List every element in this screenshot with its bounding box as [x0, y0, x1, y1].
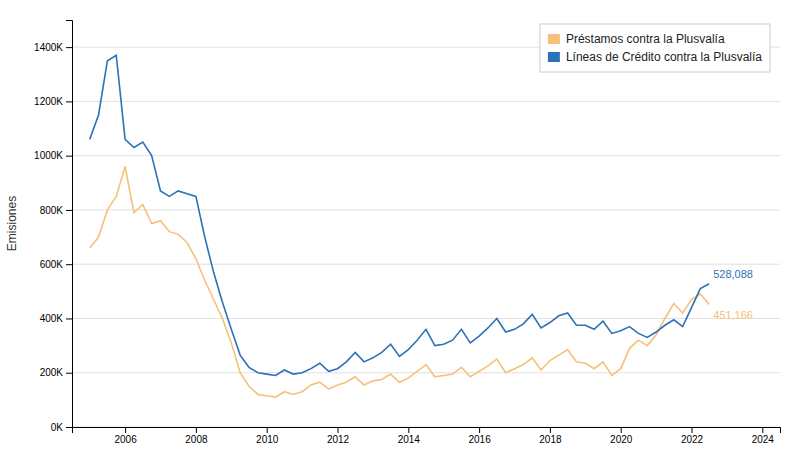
- y-tick: 1000K: [34, 150, 72, 161]
- grid-line: [72, 209, 780, 210]
- y-tick-mark: [66, 264, 72, 265]
- x-tick-mark: [408, 427, 409, 433]
- x-tick: 2008: [185, 427, 208, 445]
- grid-line: [72, 264, 780, 265]
- x-tick: 2022: [681, 427, 704, 445]
- y-tick-label: 1000K: [34, 150, 63, 161]
- y-tick-label: 600K: [40, 259, 64, 270]
- x-tick: 2014: [398, 427, 421, 445]
- y-tick-mark: [66, 47, 72, 48]
- x-tick: 2018: [539, 427, 562, 445]
- legend-swatch: [548, 34, 560, 44]
- y-tick-label: 800K: [40, 205, 64, 216]
- y-tick: 600K: [40, 259, 72, 270]
- y-tick-label: 400K: [40, 313, 64, 324]
- y-tick-mark: [66, 427, 72, 428]
- x-tick-label: 2010: [256, 434, 279, 445]
- y-tick-label: 0K: [51, 422, 64, 433]
- x-tick-label: 2008: [185, 434, 208, 445]
- y-tick: 0K: [51, 422, 72, 433]
- grid-line: [72, 101, 780, 102]
- y-tick-mark: [66, 210, 72, 211]
- x-tick-label: 2022: [681, 434, 704, 445]
- y-axis-line: [66, 21, 73, 428]
- x-tick-label: 2018: [539, 434, 562, 445]
- grid-line: [72, 155, 780, 156]
- x-tick-mark: [125, 427, 126, 433]
- legend-item: Líneas de Crédito contra la Plusvalía: [548, 50, 762, 64]
- y-tick: 1200K: [34, 96, 72, 107]
- x-tick-mark: [692, 427, 693, 433]
- grid-line: [72, 318, 780, 319]
- legend: Préstamos contra la Plusvalía Líneas de C…: [540, 24, 770, 72]
- chart: 2006 2008 2010 2012 2014 2016 2018 2020 2022 2024…: [0, 0, 800, 459]
- x-tick-label: 2014: [398, 434, 421, 445]
- grid: [72, 47, 780, 427]
- y-tick: 400K: [40, 313, 72, 324]
- y-tick: 1400K: [34, 42, 72, 53]
- legend-label: Préstamos contra la Plusvalía: [566, 32, 725, 46]
- x-tick-label: 2016: [468, 434, 491, 445]
- legend-box: [540, 24, 770, 72]
- x-tick: 2010: [256, 427, 279, 445]
- y-tick: 200K: [40, 367, 72, 378]
- x-tick: 2006: [114, 427, 137, 445]
- y-tick-label: 200K: [40, 367, 64, 378]
- x-tick-label: 2024: [752, 434, 775, 445]
- x-tick: 2012: [327, 427, 350, 445]
- x-tick-mark: [267, 427, 268, 433]
- y-tick: 800K: [40, 205, 72, 216]
- x-tick-label: 2020: [610, 434, 633, 445]
- y-tick-mark: [66, 373, 72, 374]
- legend-item: Préstamos contra la Plusvalía: [548, 32, 725, 46]
- plot-area: [90, 55, 710, 397]
- grid-line: [72, 372, 780, 373]
- x-tick-label: 2012: [327, 434, 350, 445]
- x-tick-label: 2006: [114, 434, 137, 445]
- x-tick-mark: [196, 427, 197, 433]
- y-tick-mark: [66, 318, 72, 319]
- x-tick-mark: [550, 427, 551, 433]
- x-axis-line: [73, 428, 781, 434]
- x-tick: 2016: [468, 427, 491, 445]
- x-tick-mark: [338, 427, 339, 433]
- series-line: [90, 167, 710, 398]
- x-tick: 2020: [610, 427, 633, 445]
- end-label: 528,088: [713, 268, 753, 280]
- end-label: 451,166: [713, 309, 753, 321]
- series-line: [90, 55, 710, 375]
- y-tick-mark: [66, 101, 72, 102]
- x-tick-mark: [621, 427, 622, 433]
- y-axis: 0K 200K 400K 600K 800K 1000K 1200K 1400K: [34, 21, 72, 433]
- y-tick-label: 1400K: [34, 42, 63, 53]
- y-axis-title: Emisiones: [5, 196, 19, 251]
- y-tick-mark: [66, 156, 72, 157]
- y-tick-label: 1200K: [34, 96, 63, 107]
- legend-label: Líneas de Crédito contra la Plusvalía: [566, 50, 762, 64]
- x-tick-mark: [479, 427, 480, 433]
- x-axis: 2006 2008 2010 2012 2014 2016 2018 2020 2022 2024: [73, 427, 781, 445]
- legend-swatch: [548, 52, 560, 62]
- x-tick-mark: [762, 427, 763, 433]
- x-tick: 2024: [752, 427, 775, 445]
